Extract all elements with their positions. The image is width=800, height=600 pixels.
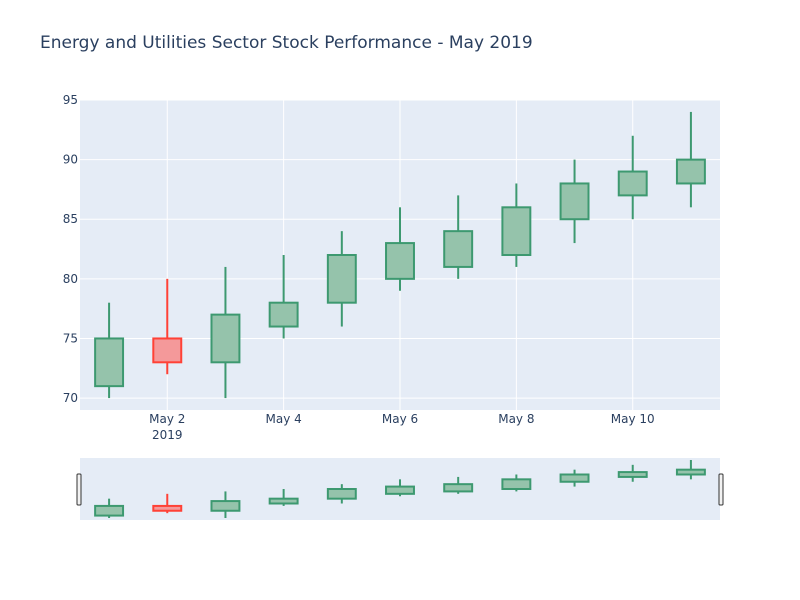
mini-candle-increasing [501, 474, 532, 492]
mini-candle-body [94, 504, 125, 517]
chart-title: Energy and Utilities Sector Stock Perfor… [40, 33, 533, 53]
mini-candle-increasing [94, 498, 125, 518]
candle-body [559, 182, 590, 221]
candle-increasing [559, 159, 590, 244]
range-slider[interactable] [76, 458, 724, 520]
x-tick-label: May 4 [266, 412, 302, 426]
mini-candle-body [559, 473, 590, 483]
candle-body [94, 337, 125, 388]
mini-candle-increasing [210, 491, 241, 518]
y-tick-label: 90 [63, 153, 78, 167]
mini-candle-decreasing [152, 493, 183, 514]
candle-increasing [617, 135, 648, 220]
y-tick-label: 85 [63, 212, 78, 226]
mini-candle-body [617, 471, 648, 478]
mini-candle-increasing [617, 464, 648, 482]
mini-candle-increasing [443, 476, 474, 494]
candle-body [675, 158, 706, 185]
range-slider-right-handle[interactable] [718, 473, 724, 506]
candle-decreasing [152, 278, 183, 375]
mini-candle-body [385, 485, 415, 495]
mini-candle-increasing [385, 479, 415, 497]
mini-candle-increasing [326, 484, 357, 504]
candle-body [268, 301, 299, 328]
x-tick-sublabel: 2019 [152, 428, 183, 442]
candle-increasing [443, 195, 474, 279]
candle-increasing [94, 302, 125, 399]
candle-body [385, 242, 415, 280]
candle-body [152, 337, 183, 364]
mini-candle-body [326, 488, 357, 500]
x-tick-label: May 10 [611, 412, 655, 426]
mini-candle-body [152, 504, 183, 512]
mini-candle-increasing [268, 489, 299, 506]
candle-increasing [501, 183, 532, 267]
candle-increasing [268, 255, 299, 339]
candle-body [210, 313, 241, 364]
mini-candle-body [675, 468, 706, 476]
mini-candle-body [210, 500, 241, 512]
candle-increasing [326, 231, 357, 327]
candle-body [501, 206, 532, 256]
range-slider-left-handle[interactable] [76, 473, 82, 506]
mini-candle-body [501, 478, 532, 491]
candle-body [617, 170, 648, 197]
candle-body [443, 230, 474, 268]
mini-candle-increasing [559, 469, 590, 487]
y-tick-label: 80 [63, 272, 78, 286]
candle-body [326, 254, 357, 304]
mini-candle-increasing [675, 460, 706, 480]
candle-increasing [385, 207, 415, 291]
mini-candle-body [443, 483, 474, 493]
x-tick-label: May 8 [498, 412, 534, 426]
x-tick-label: May 6 [382, 412, 418, 426]
y-tick-label: 95 [63, 93, 78, 107]
mini-candle-body [268, 497, 299, 505]
candle-increasing [675, 111, 706, 208]
candles [94, 111, 706, 399]
y-tick-label: 70 [63, 391, 78, 405]
y-tick-label: 75 [63, 331, 78, 345]
candle-increasing [210, 266, 241, 399]
x-tick-label: May 2 [149, 412, 185, 426]
